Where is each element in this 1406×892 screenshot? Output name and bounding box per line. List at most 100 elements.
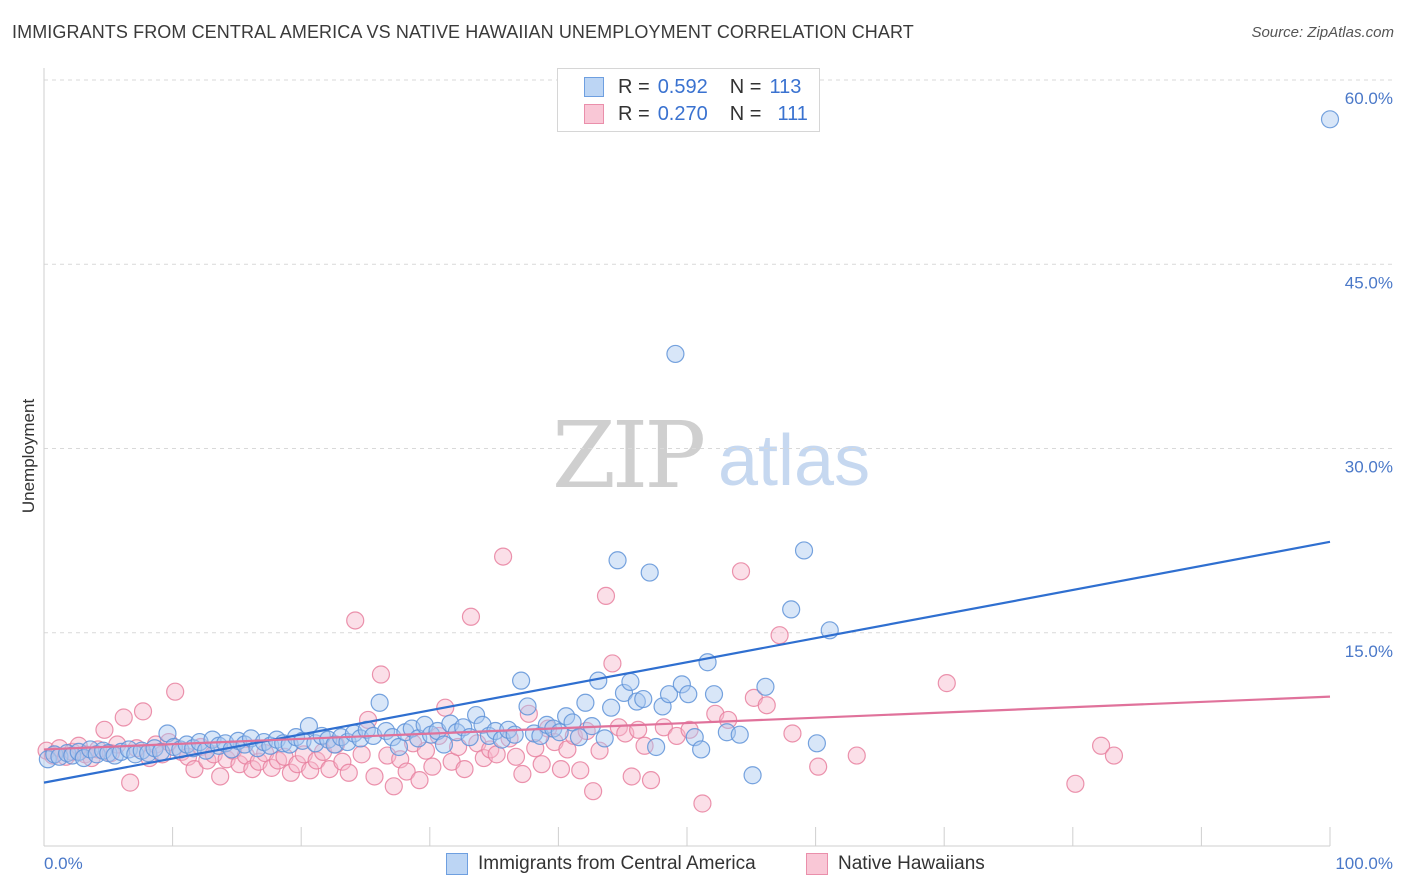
bottom-legend-item-immigrants[interactable]: Immigrants from Central America: [446, 852, 756, 876]
legend-n-label: N =: [729, 102, 762, 125]
point-hawaiians: [133, 702, 153, 721]
point-hawaiians: [384, 777, 403, 796]
point-immigrants: [807, 734, 826, 753]
legend-r-value-pink: 0.270: [657, 102, 708, 125]
point-immigrants: [602, 698, 621, 717]
x-tick-label: 0.0%: [44, 854, 83, 873]
trendline-immigrants: [43, 540, 1331, 784]
point-immigrants: [634, 689, 653, 709]
point-hawaiians: [1066, 774, 1085, 793]
point-hawaiians: [1091, 736, 1111, 755]
point-hawaiians: [693, 794, 712, 813]
legend-r-value-blue: 0.592: [657, 75, 708, 98]
point-immigrants: [505, 725, 524, 744]
point-immigrants: [569, 728, 589, 747]
point-immigrants: [679, 685, 698, 704]
bottom-legend-swatch-blue: [446, 853, 468, 875]
watermark-atlas: atlas: [718, 421, 871, 501]
point-hawaiians: [333, 752, 352, 771]
point-hawaiians: [211, 767, 230, 786]
y-tick-label: 60.0%: [1345, 89, 1393, 108]
point-immigrants: [730, 725, 749, 744]
point-immigrants: [666, 344, 685, 364]
point-immigrants: [704, 685, 724, 704]
point-hawaiians: [571, 761, 590, 780]
chart-title: IMMIGRANTS FROM CENTRAL AMERICA VS NATIV…: [12, 22, 914, 42]
points-layer: [37, 110, 1340, 813]
point-hawaiians: [513, 764, 532, 784]
point-hawaiians: [641, 771, 661, 790]
point-hawaiians: [757, 696, 776, 715]
bottom-legend-label-immigrants: Immigrants from Central America: [478, 853, 756, 874]
point-hawaiians: [397, 762, 416, 781]
x-tick-label: 100.0%: [1335, 854, 1393, 873]
point-hawaiians: [339, 763, 358, 782]
point-immigrants: [782, 600, 801, 619]
legend-n-value-blue: 113: [769, 75, 802, 98]
point-hawaiians: [603, 654, 622, 673]
bottom-legend-item-hawaiians[interactable]: Native Hawaiians: [806, 852, 985, 876]
point-immigrants: [692, 740, 711, 759]
point-hawaiians: [114, 708, 133, 727]
point-immigrants: [743, 766, 762, 785]
point-hawaiians: [262, 758, 281, 777]
legend-r-label: R =: [618, 102, 650, 125]
axis-layer: [43, 68, 1331, 847]
point-immigrants: [647, 737, 666, 757]
point-hawaiians: [301, 761, 320, 780]
label-layer: 15.0% 30.0% 45.0% 60.0% 0.0% 100.0% Unemployme…: [19, 89, 1393, 873]
legend-r-label: R =: [618, 75, 650, 98]
point-hawaiians: [371, 665, 391, 684]
correlation-legend: R = 0.592 N = 113 R = 0.270 N = 111: [557, 68, 820, 132]
point-hawaiians: [635, 736, 654, 755]
bottom-legend-swatch-pink: [806, 853, 828, 875]
point-immigrants: [794, 541, 814, 560]
point-hawaiians: [95, 720, 114, 739]
trendline-hawaiians: [43, 695, 1331, 751]
point-hawaiians: [506, 747, 526, 766]
point-hawaiians: [410, 771, 429, 790]
point-immigrants: [672, 675, 691, 694]
point-hawaiians: [448, 737, 468, 757]
point-hawaiians: [783, 724, 802, 743]
grid-layer: [44, 79, 1393, 634]
legend-n-value-pink: 111: [777, 102, 808, 125]
point-immigrants: [576, 693, 595, 712]
point-immigrants: [518, 697, 537, 716]
point-hawaiians: [423, 757, 442, 776]
point-hawaiians: [519, 704, 538, 723]
source-label: Source: ZipAtlas.com: [1251, 24, 1394, 41]
point-hawaiians: [1104, 746, 1124, 765]
point-hawaiians: [455, 759, 474, 779]
point-hawaiians: [584, 782, 603, 801]
point-immigrants: [466, 705, 486, 725]
point-immigrants: [640, 563, 659, 582]
point-hawaiians: [770, 626, 789, 645]
point-immigrants: [608, 551, 627, 570]
point-hawaiians: [731, 562, 751, 581]
y-tick-label: 15.0%: [1345, 642, 1393, 661]
point-immigrants: [299, 717, 319, 736]
y-tick-label: 45.0%: [1345, 273, 1393, 292]
point-hawaiians: [166, 682, 185, 701]
point-hawaiians: [243, 759, 262, 779]
point-immigrants: [614, 683, 634, 703]
trend-layer: [43, 540, 1331, 784]
point-hawaiians: [532, 755, 551, 774]
bottom-legend-label-hawaiians: Native Hawaiians: [838, 853, 985, 874]
watermark-zip: ZIP: [552, 402, 706, 509]
legend-row-blue: R = 0.592 N = 113: [584, 74, 801, 100]
legend-swatch-blue: [584, 77, 604, 97]
point-immigrants: [434, 735, 454, 754]
legend-swatch-pink: [584, 104, 604, 124]
point-immigrants: [1320, 110, 1340, 129]
point-immigrants: [756, 677, 775, 696]
point-hawaiians: [937, 674, 956, 693]
point-hawaiians: [622, 767, 641, 786]
legend-n-label: N =: [729, 75, 762, 98]
point-immigrants: [621, 672, 640, 691]
point-hawaiians: [365, 767, 384, 786]
legend-row-pink: R = 0.270 N = 111: [584, 101, 808, 127]
point-immigrants: [512, 671, 531, 690]
